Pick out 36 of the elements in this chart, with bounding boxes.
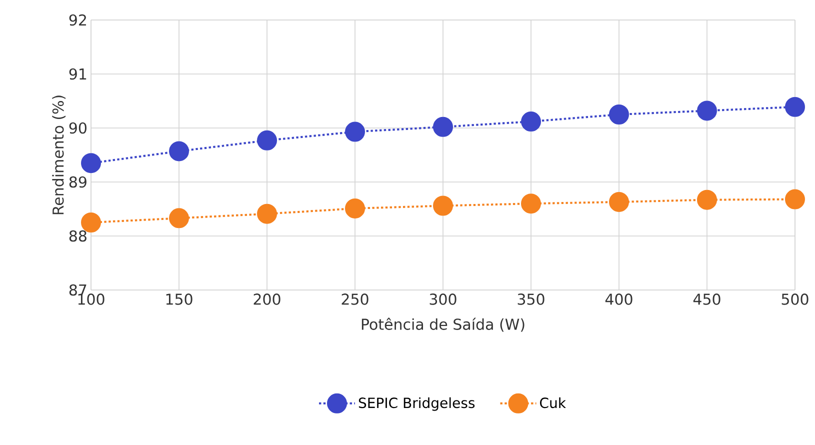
x-tick-label: 150	[166, 294, 192, 305]
y-tick-label: 87	[69, 284, 86, 296]
point	[521, 112, 541, 132]
point	[521, 194, 541, 214]
point	[169, 141, 190, 162]
y-tick-label: 89	[69, 176, 86, 188]
x-tick-label: 400	[605, 294, 632, 305]
legend-label: Cuk	[540, 397, 566, 408]
point	[345, 198, 366, 218]
x-tick-label: 450	[693, 294, 720, 305]
point	[433, 196, 453, 216]
legend-label: SEPIC Bridgeless	[358, 397, 475, 411]
y-tick-label: 92	[69, 14, 86, 26]
point	[345, 122, 366, 142]
y-tick-label: 88	[69, 230, 86, 242]
x-tick-label: 350	[518, 294, 544, 305]
y-tick-label: 91	[69, 68, 86, 80]
point	[257, 204, 278, 224]
y-tick-label: 90	[69, 122, 86, 134]
x-tick-label: 250	[342, 294, 368, 305]
x-tick-label: 300	[430, 294, 456, 305]
point	[257, 130, 278, 150]
point	[696, 190, 717, 210]
x-tick-label: 100	[78, 294, 104, 305]
y-axis-title: Rendimento (%)	[52, 96, 66, 214]
x-tick-label: 200	[254, 294, 280, 305]
point	[608, 192, 629, 212]
point	[784, 189, 805, 210]
point	[433, 116, 453, 137]
point	[696, 100, 717, 121]
point	[81, 153, 102, 174]
point	[169, 208, 190, 228]
point	[784, 96, 805, 117]
x-axis-title: Potência de Saída (W)	[362, 318, 524, 332]
point	[608, 104, 629, 124]
x-tick-label: 500	[782, 294, 808, 305]
